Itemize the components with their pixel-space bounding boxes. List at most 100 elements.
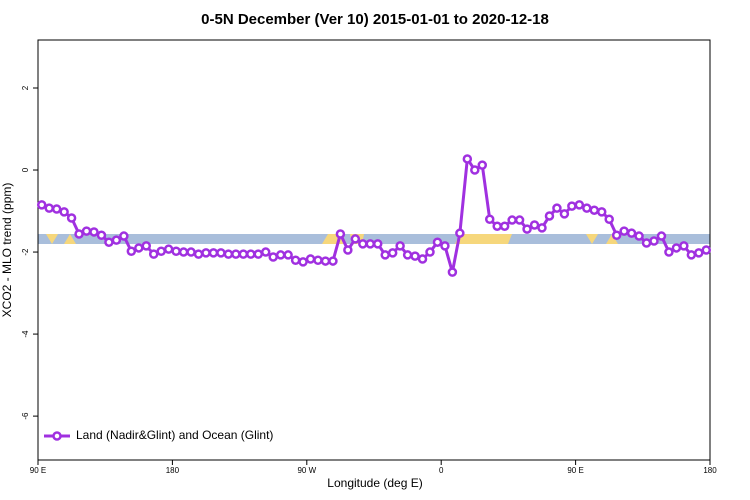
point <box>559 209 570 219</box>
point <box>582 203 592 213</box>
point <box>626 228 637 238</box>
point <box>440 241 450 251</box>
point <box>36 200 47 210</box>
point <box>216 248 226 258</box>
legend-label: Land (Nadir&Glint) and Ocean (Glint) <box>76 428 273 442</box>
point <box>141 241 152 251</box>
point <box>208 248 219 258</box>
point <box>395 241 405 251</box>
land-patch <box>455 234 512 244</box>
point <box>148 249 159 259</box>
point <box>156 246 166 256</box>
point <box>201 248 211 258</box>
point <box>298 257 308 267</box>
point <box>462 154 473 164</box>
point <box>552 203 562 213</box>
point <box>335 229 346 239</box>
point <box>51 204 62 214</box>
point <box>470 165 480 175</box>
point <box>477 160 488 170</box>
point <box>260 247 271 257</box>
point <box>186 247 196 257</box>
point <box>417 254 428 264</box>
land-patch <box>64 234 76 244</box>
point <box>514 215 525 225</box>
point <box>641 238 652 248</box>
point <box>447 267 458 277</box>
point <box>634 231 644 241</box>
point <box>425 247 435 257</box>
point <box>679 241 689 251</box>
point <box>305 254 316 264</box>
ocean-band <box>38 234 710 244</box>
point <box>455 228 465 238</box>
point <box>253 249 264 259</box>
point <box>522 224 532 234</box>
point <box>119 231 129 241</box>
point <box>66 213 77 223</box>
point <box>358 239 368 249</box>
y-tick-label: -2 <box>21 248 30 256</box>
y-tick-label: 2 <box>21 85 30 90</box>
point <box>134 243 144 253</box>
point <box>74 229 84 239</box>
point <box>432 237 443 247</box>
point <box>111 235 122 245</box>
point <box>387 248 398 258</box>
point <box>231 249 241 259</box>
point <box>402 250 413 260</box>
land-patch <box>606 234 618 244</box>
point <box>611 230 622 240</box>
point <box>320 256 331 266</box>
land-patch <box>46 234 58 244</box>
point <box>223 249 234 259</box>
point <box>290 255 301 266</box>
point <box>193 249 204 259</box>
point <box>126 246 137 256</box>
point <box>171 246 181 256</box>
point <box>81 226 92 236</box>
point <box>96 230 107 240</box>
point <box>544 211 555 221</box>
x-axis-label: Longitude (deg E) <box>327 476 422 490</box>
point <box>499 221 510 231</box>
point <box>350 234 361 244</box>
point <box>328 256 338 266</box>
point <box>492 221 502 231</box>
x-tick-label: 90 W <box>297 466 316 475</box>
point <box>89 227 99 237</box>
x-tick-label: 0 <box>439 466 444 475</box>
point <box>567 201 577 211</box>
point <box>59 207 69 217</box>
point <box>283 250 293 260</box>
x-tick-label: 180 <box>166 466 180 475</box>
point <box>507 215 517 225</box>
y-tick-label: -4 <box>21 330 30 338</box>
x-tick-label: 180 <box>703 466 717 475</box>
point <box>596 207 607 217</box>
point <box>178 247 189 257</box>
point <box>104 237 114 247</box>
point <box>343 245 353 255</box>
land-patch <box>586 234 598 244</box>
point <box>589 205 600 215</box>
point <box>537 223 547 233</box>
point <box>671 243 682 253</box>
point <box>701 245 712 255</box>
point <box>619 226 629 236</box>
point <box>694 248 704 258</box>
point <box>410 251 420 261</box>
point <box>656 231 667 241</box>
chart-title: 0-5N December (Ver 10) 2015-01-01 to 202… <box>201 11 549 28</box>
x-tick-label: 90 E <box>567 466 583 475</box>
point <box>649 236 659 246</box>
y-axis-label: XCO2 - MLO trend (ppm) <box>0 183 14 318</box>
point <box>574 200 585 210</box>
point <box>372 239 383 249</box>
point <box>313 255 323 266</box>
y-tick-label: 0 <box>21 167 30 172</box>
point <box>686 250 697 260</box>
x-tick-label: 90 E <box>30 466 46 475</box>
point <box>664 247 674 257</box>
